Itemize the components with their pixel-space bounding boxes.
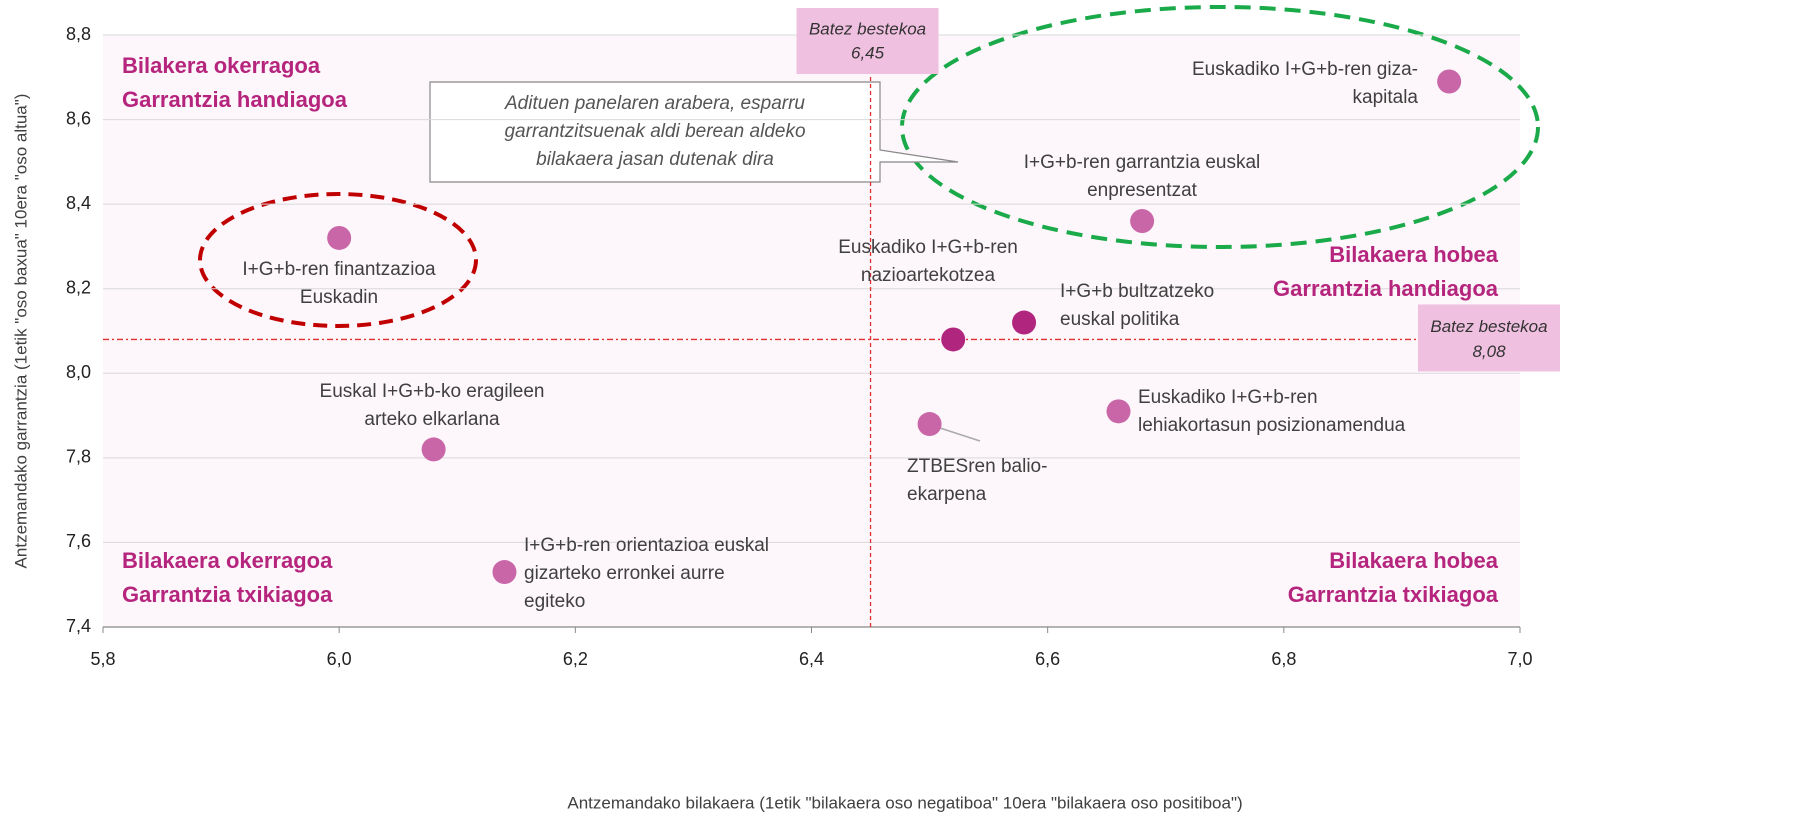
point-label: I+G+b-ren orientazioa euskal bbox=[524, 535, 769, 556]
point bbox=[421, 437, 446, 462]
point-label: I+G+b-ren garrantzia euskal bbox=[1024, 152, 1261, 173]
x-tick-label: 6,8 bbox=[1271, 649, 1296, 669]
quadrant-label: Garrantzia handiagoa bbox=[1273, 276, 1499, 301]
y-axis-title: Antzemandako garrantzia (1etik "oso baxu… bbox=[11, 94, 30, 569]
point-label: I+G+b-ren finantzazioa bbox=[242, 259, 436, 280]
average-title: Batez bestekoa bbox=[809, 19, 926, 38]
point-label: ZTBESren balio- bbox=[907, 456, 1047, 477]
point-label: lehiakortasun posizionamendua bbox=[1138, 415, 1406, 436]
annotation-text: garrantzitsuenak aldi berean aldeko bbox=[504, 121, 805, 142]
x-axis-title: Antzemandako bilakaera (1etik "bilakaera… bbox=[567, 793, 1242, 812]
highlight-ellipse bbox=[900, 5, 1540, 249]
point-label: I+G+b bultzatzeko bbox=[1060, 281, 1214, 302]
point-label: euskal politika bbox=[1060, 309, 1180, 330]
point bbox=[327, 225, 352, 250]
average-box bbox=[1418, 304, 1560, 372]
leader-line bbox=[939, 427, 981, 442]
point-label: Euskadin bbox=[300, 287, 378, 308]
point-label: Euskadiko I+G+b-ren bbox=[838, 237, 1018, 258]
point bbox=[1130, 209, 1155, 234]
highlight-ellipse bbox=[198, 192, 478, 328]
x-tick-label: 7,0 bbox=[1507, 649, 1532, 669]
callout-box bbox=[429, 81, 959, 183]
average-box bbox=[796, 8, 939, 74]
x-tick-label: 5,8 bbox=[90, 649, 115, 669]
x-tick-label: 6,4 bbox=[799, 649, 824, 669]
y-tick-label: 8,0 bbox=[66, 362, 91, 382]
quadrant-label: Garrantzia txikiagoa bbox=[1288, 582, 1499, 607]
point bbox=[917, 412, 942, 437]
point-label: gizarteko erronkei aurre bbox=[524, 563, 725, 584]
x-tick-label: 6,0 bbox=[327, 649, 352, 669]
average-title: Batez bestekoa bbox=[1430, 317, 1547, 336]
quadrant-label: Garrantzia handiagoa bbox=[122, 87, 348, 112]
point-label: enpresentzat bbox=[1087, 180, 1198, 201]
point-label: nazioartekotzea bbox=[861, 265, 996, 286]
point-label: egiteko bbox=[524, 591, 585, 612]
point-label: arteko elkarlana bbox=[364, 409, 500, 430]
quadrant-label: Bilakaera hobea bbox=[1329, 548, 1499, 573]
point-label: Euskadiko I+G+b-ren bbox=[1138, 387, 1318, 408]
point bbox=[1106, 399, 1131, 424]
point-label: kapitala bbox=[1353, 87, 1419, 108]
y-tick-label: 8,4 bbox=[66, 193, 91, 213]
average-label: 6,45 bbox=[851, 43, 885, 62]
quadrant-label: Garrantzia txikiagoa bbox=[122, 582, 333, 607]
quadrant-label: Bilakera okerragoa bbox=[122, 53, 321, 78]
average-label: 8,08 bbox=[1472, 342, 1506, 361]
point bbox=[492, 560, 517, 585]
annotation-text: Adituen panelaren arabera, esparru bbox=[504, 93, 805, 114]
y-tick-label: 7,4 bbox=[66, 616, 91, 636]
annotation-text: bilakaera jasan dutenak dira bbox=[536, 149, 774, 170]
x-tick-label: 6,2 bbox=[563, 649, 588, 669]
point-label: Euskal I+G+b-ko eragileen bbox=[320, 381, 545, 402]
point bbox=[941, 327, 966, 352]
point-label: ekarpena bbox=[907, 484, 987, 505]
x-tick-label: 6,6 bbox=[1035, 649, 1060, 669]
y-tick-label: 8,2 bbox=[66, 277, 91, 297]
y-tick-label: 7,6 bbox=[66, 531, 91, 551]
quadrant-label: Bilakaera okerragoa bbox=[122, 548, 333, 573]
y-tick-label: 7,8 bbox=[66, 447, 91, 467]
point bbox=[1012, 310, 1037, 335]
y-tick-label: 8,8 bbox=[66, 24, 91, 44]
quadrant-label: Bilakaera hobea bbox=[1329, 242, 1499, 267]
y-tick-label: 8,6 bbox=[66, 108, 91, 128]
point-label: Euskadiko I+G+b-ren giza- bbox=[1192, 59, 1418, 80]
point bbox=[1437, 69, 1462, 94]
